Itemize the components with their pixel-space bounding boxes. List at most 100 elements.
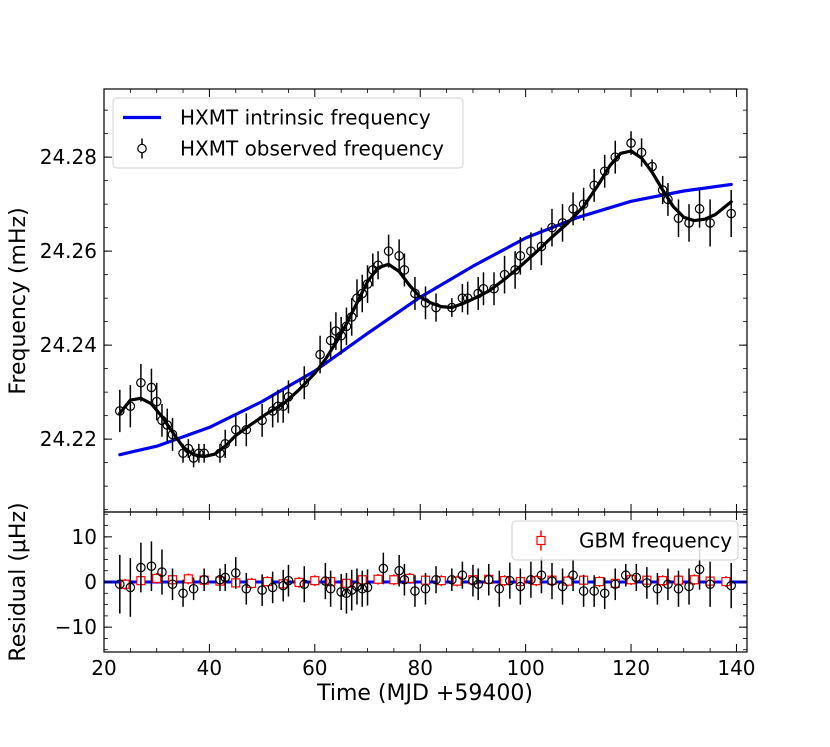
data-point-square xyxy=(452,576,462,586)
data-point-circle xyxy=(230,424,241,435)
top-ylabel: Frequency (mHz) xyxy=(6,207,31,394)
data-point-square xyxy=(246,578,257,588)
data-point-circle xyxy=(115,579,125,590)
data-point-circle xyxy=(220,572,231,583)
data-point-circle xyxy=(399,265,410,275)
data-point-circle xyxy=(357,583,368,594)
data-point-circle xyxy=(394,251,404,261)
data-point-square xyxy=(152,573,162,583)
x-axis-label: Time (MJD +59400) xyxy=(316,681,533,706)
data-point-circle xyxy=(673,213,684,224)
data-point-circle xyxy=(331,326,341,336)
data-point-circle xyxy=(362,279,373,289)
data-point-circle xyxy=(499,269,510,280)
x-tick-label: 60 xyxy=(302,656,327,680)
data-point-square xyxy=(310,576,320,586)
data-point-circle xyxy=(515,251,526,261)
data-point-circle xyxy=(547,576,557,586)
data-point-square xyxy=(262,576,272,587)
data-point-circle xyxy=(167,579,178,590)
data-point-circle xyxy=(273,401,283,412)
data-point-circle xyxy=(157,415,167,426)
data-point-circle xyxy=(183,443,194,454)
data-point-circle xyxy=(178,588,188,599)
data-point-circle xyxy=(457,293,468,303)
data-point-circle xyxy=(199,574,209,585)
legend-label: HXMT intrinsic frequency xyxy=(180,106,431,130)
data-point-circle xyxy=(410,586,420,596)
data-point-square xyxy=(120,579,130,589)
data-point-square xyxy=(626,575,636,585)
series-circle xyxy=(115,131,736,468)
data-point-circle xyxy=(431,302,441,313)
data-point-circle xyxy=(526,574,536,585)
data-point-circle xyxy=(352,581,362,592)
data-point-circle xyxy=(589,586,599,596)
data-point-circle xyxy=(346,312,357,322)
data-point-circle xyxy=(241,583,252,594)
data-point-circle xyxy=(705,218,715,228)
data-point-circle xyxy=(578,586,589,596)
legend-label: GBM frequency xyxy=(579,529,732,553)
data-point-circle xyxy=(599,166,610,177)
series-line-hxmt-intrinsic-frequency xyxy=(118,182,733,457)
data-point-circle xyxy=(420,298,431,308)
data-point-circle xyxy=(626,138,636,148)
data-point-circle xyxy=(726,580,736,591)
data-point-circle xyxy=(215,448,225,459)
data-point-circle xyxy=(578,199,589,209)
data-point-circle xyxy=(320,576,331,586)
data-point-circle xyxy=(362,582,373,593)
data-point-circle xyxy=(410,288,420,299)
data-point-circle xyxy=(642,578,652,588)
data-point-square xyxy=(183,574,193,584)
data-point-circle xyxy=(341,321,352,332)
data-point-circle xyxy=(610,152,621,162)
data-point-circle xyxy=(631,572,642,583)
data-point-circle xyxy=(647,161,657,172)
data-point-circle xyxy=(136,562,146,573)
data-point-circle xyxy=(136,377,146,388)
data-point-square xyxy=(389,575,399,585)
data-point-circle xyxy=(267,406,278,416)
data-point-circle xyxy=(694,204,705,214)
data-point-circle xyxy=(199,448,209,459)
legend-box xyxy=(511,520,739,561)
data-point-circle xyxy=(489,283,499,294)
data-point-circle xyxy=(325,335,336,346)
data-point-circle xyxy=(220,439,231,449)
legend-square-marker xyxy=(536,535,546,546)
x-tick-label: 80 xyxy=(408,656,433,680)
data-point-circle xyxy=(473,579,484,590)
y-tick-label: 0 xyxy=(84,570,97,594)
residual-panel: 20 40 60 80 100 120 140 −10 0 10 GBM frequency xyxy=(55,511,756,680)
data-point-circle xyxy=(325,583,336,594)
data-point-circle xyxy=(478,283,489,294)
data-point-circle xyxy=(194,448,204,459)
data-point-circle xyxy=(536,241,547,252)
series-circle xyxy=(115,541,736,617)
data-point-circle xyxy=(257,585,267,595)
data-point-circle xyxy=(151,396,162,407)
y-tick-label: 24.24 xyxy=(40,333,97,357)
data-point-circle xyxy=(341,588,352,599)
data-point-circle xyxy=(663,579,673,590)
data-point-circle xyxy=(652,583,663,594)
data-point-circle xyxy=(278,580,288,591)
data-point-circle xyxy=(684,581,694,592)
data-point-circle xyxy=(357,288,368,299)
data-point-circle xyxy=(378,563,389,574)
data-point-circle xyxy=(636,147,647,158)
data-point-circle xyxy=(367,265,378,275)
legend-label: HXMT observed frequency xyxy=(180,137,444,161)
x-tick-label: 100 xyxy=(507,656,545,680)
data-point-circle xyxy=(283,392,294,402)
data-point-square xyxy=(373,574,383,584)
data-point-circle xyxy=(673,583,684,594)
data-point-circle xyxy=(399,574,410,585)
data-point-circle xyxy=(241,424,252,435)
x-tick-label: 40 xyxy=(197,656,222,680)
data-point-circle xyxy=(505,575,515,586)
data-point-circle xyxy=(663,194,673,205)
